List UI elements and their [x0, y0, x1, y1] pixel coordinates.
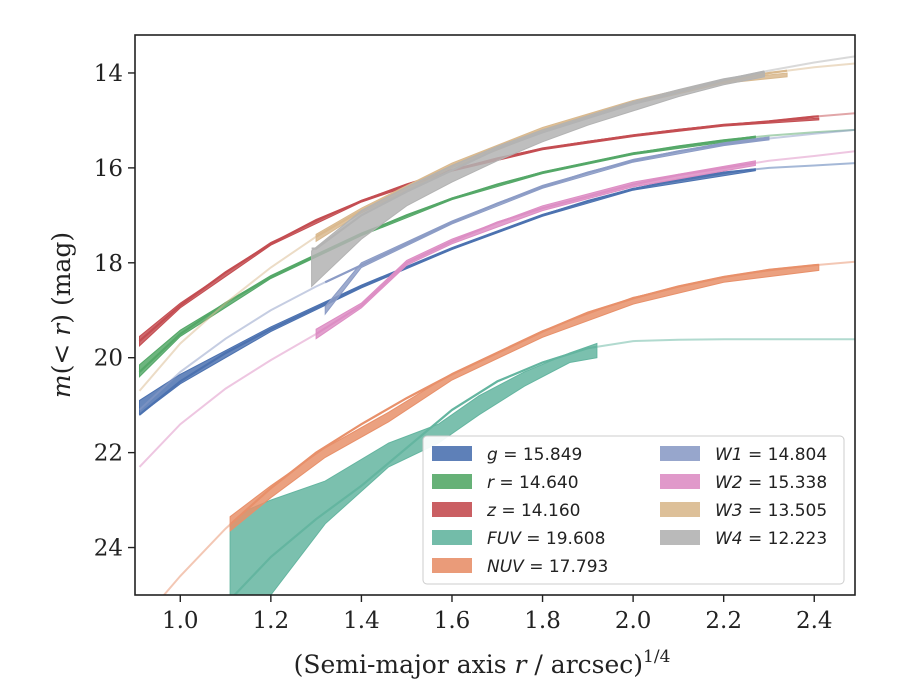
legend-swatch-w1 [660, 446, 700, 461]
legend-swatch-fuv [432, 530, 472, 545]
plot-frame [134, 34, 856, 596]
legend-swatch-g [432, 446, 472, 461]
legend-label-z: z = 14.160 [486, 501, 580, 521]
series-nuv-band [229, 264, 820, 532]
series-w2-band [315, 160, 756, 340]
legend-swatch-w3 [660, 502, 700, 517]
legend-swatch-nuv [432, 558, 472, 573]
y-tick-label: 16 [94, 156, 123, 182]
y-axis: 14 16 18 20 22 24 [94, 61, 135, 562]
x-axis-label-suffix: / arcsec) [526, 650, 643, 679]
legend-label-r: r = 14.640 [487, 473, 579, 493]
y-tick-label: 24 [94, 536, 123, 562]
x-tick-label: 1.6 [434, 608, 471, 634]
y-tick-label: 14 [94, 61, 123, 87]
x-axis-label-prefix: (Semi-major axis [294, 650, 515, 679]
x-tick-label: 2.4 [796, 608, 833, 634]
x-tick-label: 1.0 [162, 608, 199, 634]
legend-swatch-w2 [660, 474, 700, 489]
legend-label-w4: W4 = 12.223 [715, 529, 827, 549]
legend-box [422, 435, 845, 585]
x-tick-label: 1.4 [343, 608, 380, 634]
legend-label-w3: W3 = 13.505 [715, 501, 827, 521]
x-tick-label: 1.8 [524, 608, 561, 634]
y-tick-label: 20 [94, 346, 123, 372]
x-tick-label: 2.0 [615, 608, 652, 634]
x-axis: 1.0 1.2 1.4 1.6 1.8 2.0 2.2 2.4 [162, 595, 833, 634]
y-tick-label: 18 [94, 251, 123, 277]
y-tick-label: 22 [94, 441, 123, 467]
curves-layer [138, 55, 855, 595]
y-axis-label: m(< r) (mag) [47, 232, 76, 398]
legend-label-g: g = 15.849 [487, 445, 582, 465]
x-tick-label: 2.2 [705, 608, 742, 634]
legend-label-w2: W2 = 15.338 [715, 473, 827, 493]
x-axis-label: (Semi-major axis r / arcsec)1/4 [294, 647, 671, 679]
legend-label-nuv: NUV = 17.793 [487, 557, 608, 577]
legend-swatch-r [432, 474, 472, 489]
x-tick-label: 1.2 [253, 608, 290, 634]
x-axis-label-var: r [515, 650, 529, 679]
x-axis-label-exponent: 1/4 [643, 647, 670, 667]
legend-swatch-z [432, 502, 472, 517]
legend-label-fuv: FUV = 19.608 [487, 529, 605, 549]
legend-items: g = 15.849 r = 14.640 z = 14.160 FUV = 19.6… [432, 445, 827, 577]
legend-swatch-w4 [660, 530, 700, 545]
series-fuv-band [229, 342, 598, 595]
series-w4-band [311, 71, 765, 288]
legend: g = 15.849 r = 14.640 z = 14.160 FUV = 19.6… [422, 435, 845, 585]
series-w1-band [324, 136, 770, 316]
legend-label-w1: W1 = 14.804 [715, 445, 827, 465]
